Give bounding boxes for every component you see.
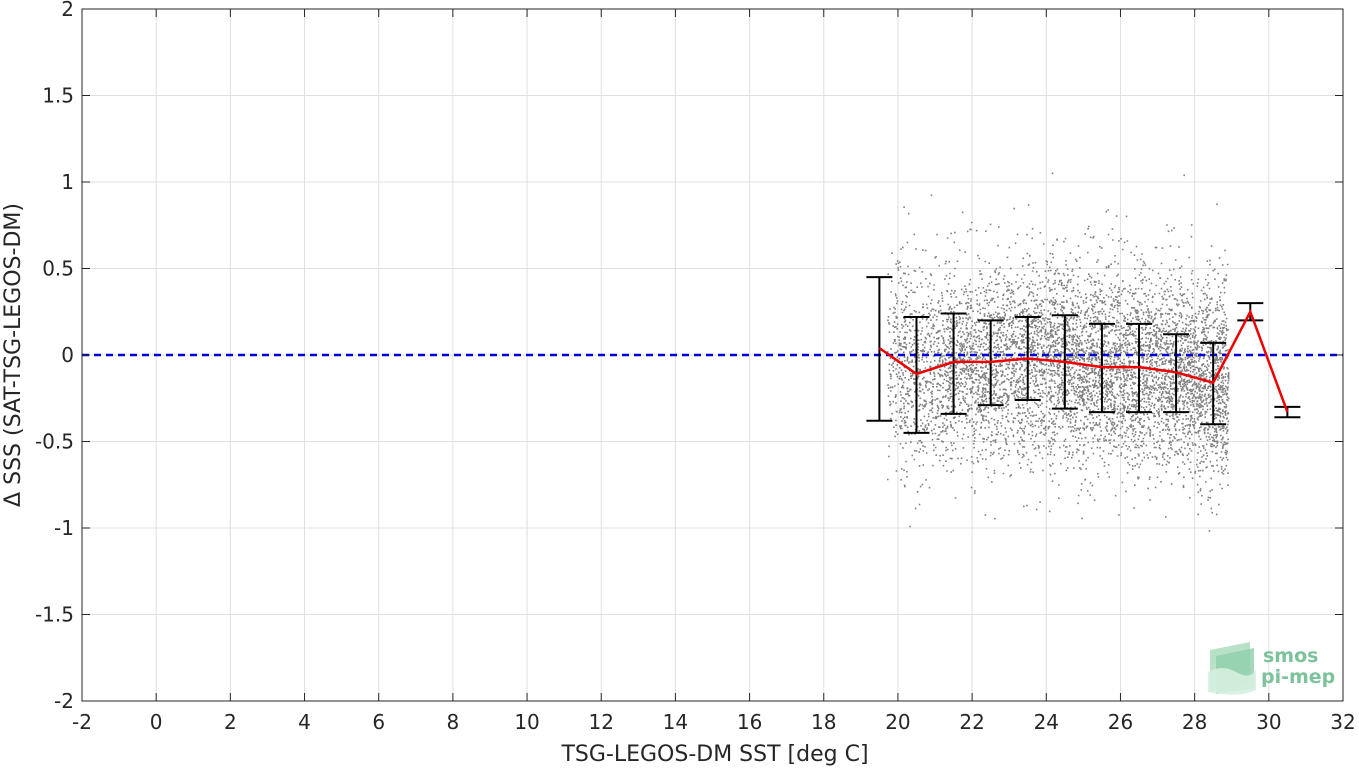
smos-pi-mep-logo: smos pi-mep [1208, 642, 1335, 695]
y-tick-label: -2 [54, 689, 74, 713]
x-tick-label: 2 [224, 710, 237, 734]
logo-text-line1: smos [1263, 645, 1318, 667]
y-axis-label: Δ SSS (SAT-TSG-LEGOS-DM) [1, 203, 26, 507]
scatter-points [886, 172, 1230, 532]
x-tick-label: 28 [1182, 710, 1207, 734]
x-tick-label: 0 [150, 710, 163, 734]
x-tick-label: 12 [589, 710, 614, 734]
x-tick-label: 26 [1108, 710, 1133, 734]
logo-mark-icon [1208, 642, 1256, 695]
y-tick-label: -1 [54, 516, 74, 540]
y-tick-label: 0 [61, 343, 74, 367]
y-tick-label: 2 [61, 0, 74, 21]
y-tick-label: 1 [61, 170, 74, 194]
error-bar [940, 312, 967, 415]
x-tick-label: 22 [959, 710, 984, 734]
x-tick-label: 30 [1256, 710, 1281, 734]
y-tick-label: -0.5 [35, 430, 74, 454]
x-tick-label: 6 [372, 710, 385, 734]
x-tick-label: 4 [298, 710, 311, 734]
scatter-point-cloud [886, 172, 1230, 532]
x-tick-label: 18 [811, 710, 836, 734]
x-tick-label: 14 [663, 710, 688, 734]
mean-line [878, 308, 1289, 413]
y-tick-label: 0.5 [42, 257, 74, 281]
x-axis-label: TSG-LEGOS-DM SST [deg C] [560, 742, 868, 767]
x-tick-label: 8 [447, 710, 460, 734]
x-tick-labels: -2 0 2 4 6 8 10 12 14 16 18 20 22 24 26 28 30 32 [72, 9, 1356, 734]
logo-text-line2: pi-mep [1261, 666, 1335, 688]
x-tick-label: 24 [1034, 710, 1059, 734]
y-tick-label: 1.5 [42, 84, 74, 108]
x-tick-label: 16 [737, 710, 762, 734]
x-tick-label: 32 [1330, 710, 1355, 734]
y-tick-label: -1.5 [35, 603, 74, 627]
x-tick-label: -2 [72, 710, 92, 734]
x-tick-label: 10 [514, 710, 539, 734]
y-tick-labels: 2 1.5 1 0.5 0 -0.5 -1 -1.5 -2 [35, 0, 1343, 713]
x-tick-label: 20 [885, 710, 910, 734]
